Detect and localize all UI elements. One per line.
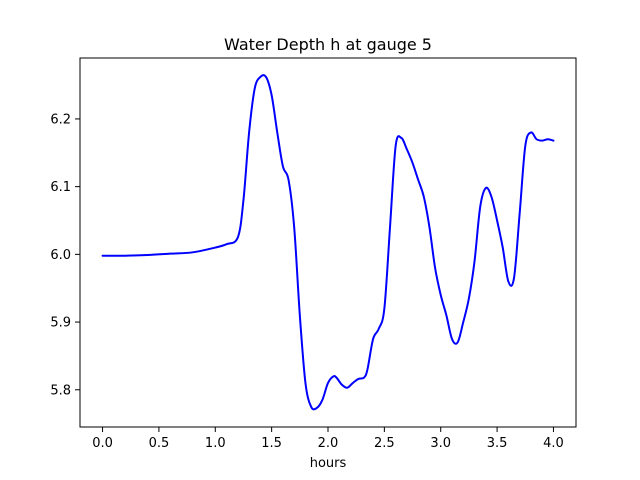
y-tick-label: 5.8 <box>50 383 71 398</box>
x-tick-label: 1.0 <box>205 436 226 451</box>
series-layer <box>101 74 555 411</box>
chart-title: Water Depth h at gauge 5 <box>224 35 432 54</box>
x-tick-label: 1.5 <box>261 436 282 451</box>
plot-background <box>80 58 576 427</box>
x-tick-label: 4.0 <box>543 436 564 451</box>
x-axis: 0.0 0.5 1.0 1.5 2.0 2.5 3.0 3.5 4.0 <box>92 427 564 451</box>
x-tick-label: 2.0 <box>318 436 339 451</box>
y-axis: 5.8 5.9 6.0 6.1 6.2 <box>50 112 80 398</box>
x-axis-label: hours <box>310 456 347 471</box>
x-tick-label: 0.5 <box>149 436 170 451</box>
x-tick-label: 0.0 <box>92 436 113 451</box>
series-line-0 <box>101 74 555 411</box>
y-tick-label: 5.9 <box>50 316 71 331</box>
x-tick-label: 2.5 <box>374 436 395 451</box>
x-tick-label: 3.0 <box>430 436 451 451</box>
y-tick-label: 6.1 <box>50 180 71 195</box>
y-tick-label: 6.2 <box>50 112 71 127</box>
y-tick-label: 6.0 <box>50 248 71 263</box>
x-tick-label: 3.5 <box>487 436 508 451</box>
